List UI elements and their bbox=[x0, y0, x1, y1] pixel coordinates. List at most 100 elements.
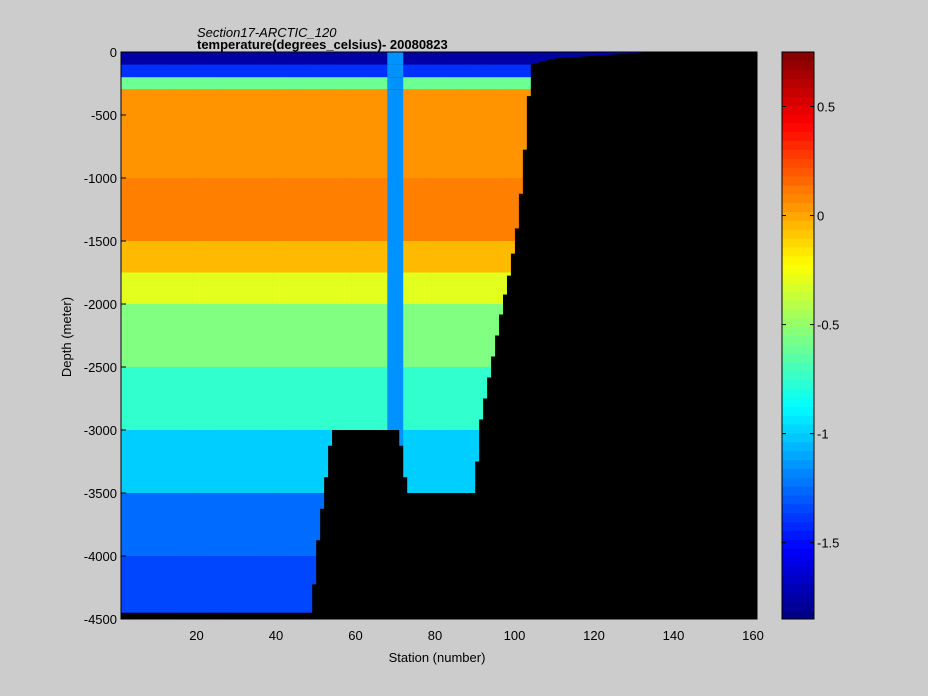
heatmap-cell bbox=[327, 178, 333, 241]
heatmap-cell bbox=[462, 272, 468, 304]
heatmap-cell bbox=[363, 304, 368, 367]
heatmap-cell bbox=[283, 178, 289, 241]
heatmap-cell bbox=[407, 89, 412, 178]
heatmap-cell bbox=[315, 304, 321, 367]
heatmap-cell bbox=[319, 304, 325, 367]
heatmap-cell bbox=[228, 304, 233, 367]
heatmap-cell bbox=[403, 178, 408, 241]
heatmap-cell bbox=[502, 178, 507, 241]
heatmap-cell bbox=[383, 272, 388, 304]
heatmap-cell bbox=[156, 430, 162, 493]
heatmap-cell bbox=[395, 89, 400, 178]
heatmap-cell bbox=[283, 52, 289, 65]
heatmap-cell bbox=[514, 178, 519, 229]
heatmap-cell bbox=[613, 52, 619, 55]
heatmap-cell bbox=[383, 52, 388, 65]
y-axis-label: Depth (meter) bbox=[59, 297, 74, 377]
heatmap-cell bbox=[311, 89, 317, 178]
heatmap-cell bbox=[343, 241, 348, 273]
heatmap-cell bbox=[160, 493, 166, 556]
heatmap-cell bbox=[359, 64, 364, 78]
heatmap-cell bbox=[450, 77, 456, 90]
heatmap-cell bbox=[148, 493, 154, 556]
heatmap-cell bbox=[474, 64, 480, 78]
heatmap-cell bbox=[132, 89, 138, 178]
heatmap-cell bbox=[152, 272, 158, 304]
colorbar-tick-label: 0.5 bbox=[817, 100, 835, 115]
colorbar-segment bbox=[782, 246, 814, 257]
heatmap-cell bbox=[184, 64, 189, 78]
heatmap-cell bbox=[252, 64, 257, 78]
heatmap-cell bbox=[415, 52, 420, 65]
heatmap-cell bbox=[439, 367, 444, 430]
heatmap-cell bbox=[268, 367, 273, 430]
heatmap-cell bbox=[391, 77, 396, 90]
heatmap-cell bbox=[407, 77, 412, 90]
heatmap-cell bbox=[482, 52, 488, 65]
heatmap-cell bbox=[121, 77, 126, 90]
heatmap-cell bbox=[264, 272, 269, 304]
heatmap-cell bbox=[609, 52, 615, 55]
heatmap-cell bbox=[152, 77, 158, 90]
heatmap-cell bbox=[538, 52, 543, 62]
heatmap-cell bbox=[399, 304, 404, 367]
heatmap-cell bbox=[435, 52, 440, 65]
heatmap-cell bbox=[442, 178, 448, 241]
heatmap-cell bbox=[490, 304, 496, 357]
heatmap-cell bbox=[287, 89, 293, 178]
heatmap-cell bbox=[462, 89, 468, 178]
heatmap-cell bbox=[188, 64, 193, 78]
heatmap-cell bbox=[152, 241, 158, 273]
heatmap-cell bbox=[339, 64, 345, 78]
heatmap-cell bbox=[287, 241, 293, 273]
heatmap-cell bbox=[407, 272, 412, 304]
heatmap-cell bbox=[427, 89, 432, 178]
heatmap-cell bbox=[391, 304, 396, 367]
heatmap-cell bbox=[164, 241, 170, 273]
heatmap-cell bbox=[208, 304, 213, 367]
heatmap-cell bbox=[407, 64, 412, 78]
heatmap-cell bbox=[204, 178, 209, 241]
heatmap-cell bbox=[291, 367, 297, 430]
heatmap-cell bbox=[450, 304, 456, 367]
heatmap-cell bbox=[331, 304, 337, 367]
heatmap-cell bbox=[375, 64, 380, 78]
heatmap-cell bbox=[172, 272, 178, 304]
heatmap-cell bbox=[264, 493, 269, 556]
y-tick-label: -4500 bbox=[84, 612, 117, 627]
heatmap-cell bbox=[168, 52, 174, 65]
heatmap-cell bbox=[140, 367, 146, 430]
heatmap-cell bbox=[124, 430, 130, 493]
x-tick-label: 60 bbox=[348, 628, 362, 643]
colorbar-segment bbox=[782, 140, 814, 150]
heatmap-cell bbox=[510, 77, 515, 90]
heatmap-cell bbox=[470, 77, 476, 90]
heatmap-cell bbox=[220, 52, 225, 65]
heatmap-cell bbox=[315, 430, 321, 493]
heatmap-cell bbox=[180, 89, 185, 178]
heatmap-cell bbox=[307, 89, 313, 178]
heatmap-cell bbox=[188, 272, 193, 304]
heatmap-cell bbox=[323, 367, 329, 430]
heatmap-cell bbox=[331, 178, 337, 241]
heatmap-cell bbox=[427, 178, 432, 241]
colorbar-segment bbox=[782, 468, 814, 478]
heatmap-cell bbox=[502, 89, 507, 178]
heatmap-cell bbox=[176, 304, 182, 367]
colorbar-segment bbox=[782, 548, 814, 558]
heatmap-cell bbox=[180, 272, 185, 304]
heatmap-cell bbox=[442, 89, 448, 178]
heatmap-cell bbox=[236, 367, 241, 430]
heatmap-cell bbox=[470, 272, 476, 304]
heatmap-cell bbox=[204, 367, 209, 430]
heatmap-cell bbox=[319, 52, 325, 65]
heatmap-cell bbox=[192, 430, 197, 493]
heatmap-cell bbox=[248, 77, 253, 90]
heatmap-cell bbox=[458, 52, 464, 65]
heatmap-cell bbox=[399, 89, 404, 178]
heatmap-cell bbox=[311, 178, 317, 241]
heatmap-cell bbox=[252, 430, 257, 493]
heatmap-cell bbox=[311, 304, 317, 367]
heatmap-cell bbox=[168, 178, 174, 241]
heatmap-cell bbox=[295, 493, 301, 556]
